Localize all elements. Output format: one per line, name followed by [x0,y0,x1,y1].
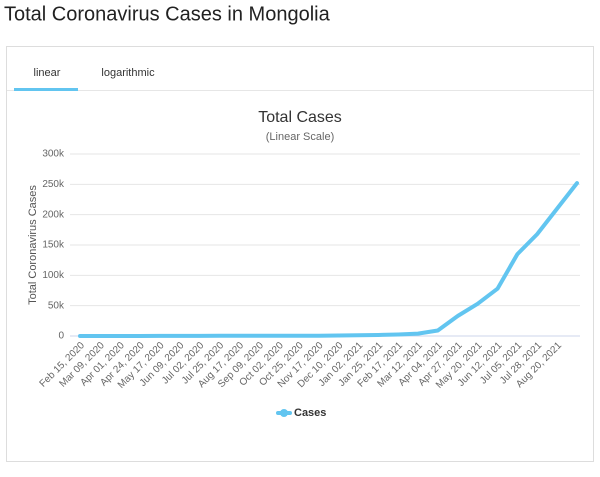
panel [6,46,594,462]
tab[interactable]: linear [34,67,61,79]
page-title: Total Coronavirus Cases in Mongolia [4,3,331,25]
y-tick-label: 0 [58,331,64,342]
y-tick-label: 50k [48,300,65,311]
legend-symbol [280,409,288,417]
y-axis-label: Total Coronavirus Cases [27,185,39,305]
y-tick-label: 250k [42,179,65,190]
tab-indicator [14,88,78,91]
chart-title: Total Cases [258,109,342,126]
y-tick-label: 200k [42,209,65,220]
legend-label: Cases [294,407,326,419]
tab[interactable]: logarithmic [101,67,155,79]
y-tick-label: 150k [42,240,65,251]
chart-subtitle: (Linear Scale) [266,131,334,143]
line [78,181,579,338]
y-tick-label: 300k [42,149,65,160]
y-tick-label: 100k [42,270,65,281]
